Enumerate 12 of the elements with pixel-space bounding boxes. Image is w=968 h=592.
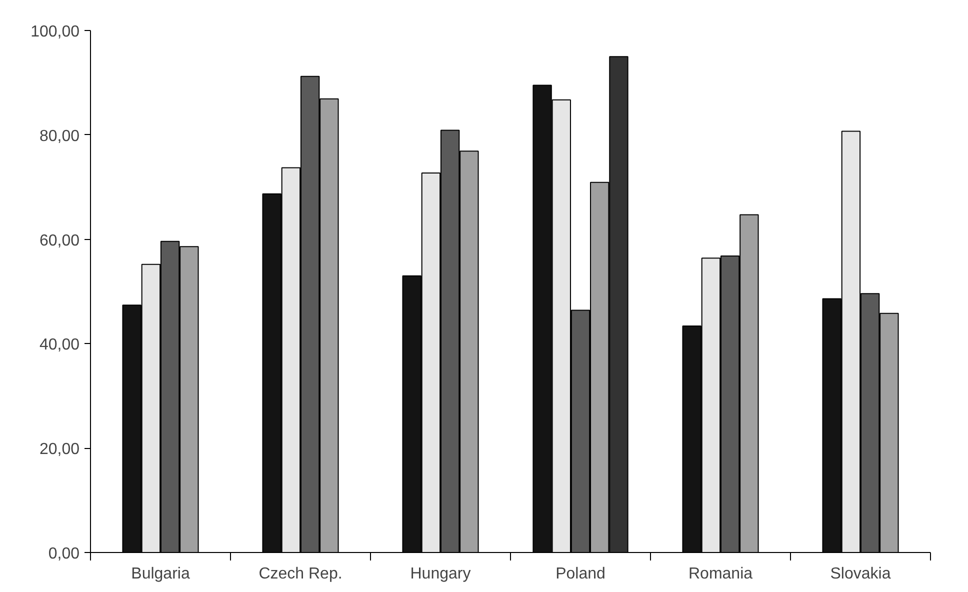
x-tick-label: Bulgaria <box>131 566 190 582</box>
y-tick-label: 60,00 <box>39 232 80 250</box>
y-tick-label: 20,00 <box>39 441 80 458</box>
y-tick-label: 0,00 <box>48 546 80 562</box>
x-tick-label: Czech Rep. <box>258 566 342 582</box>
x-tick-label: Poland <box>556 566 606 582</box>
x-tick-label: Romania <box>688 566 753 582</box>
y-tick-label: 40,00 <box>39 336 80 354</box>
x-tick-label: Slovakia <box>830 566 891 582</box>
y-tick-label: 100,00 <box>30 24 80 40</box>
y-tick-label: 80,00 <box>39 128 80 145</box>
x-tick-label: Hungary <box>410 566 471 582</box>
